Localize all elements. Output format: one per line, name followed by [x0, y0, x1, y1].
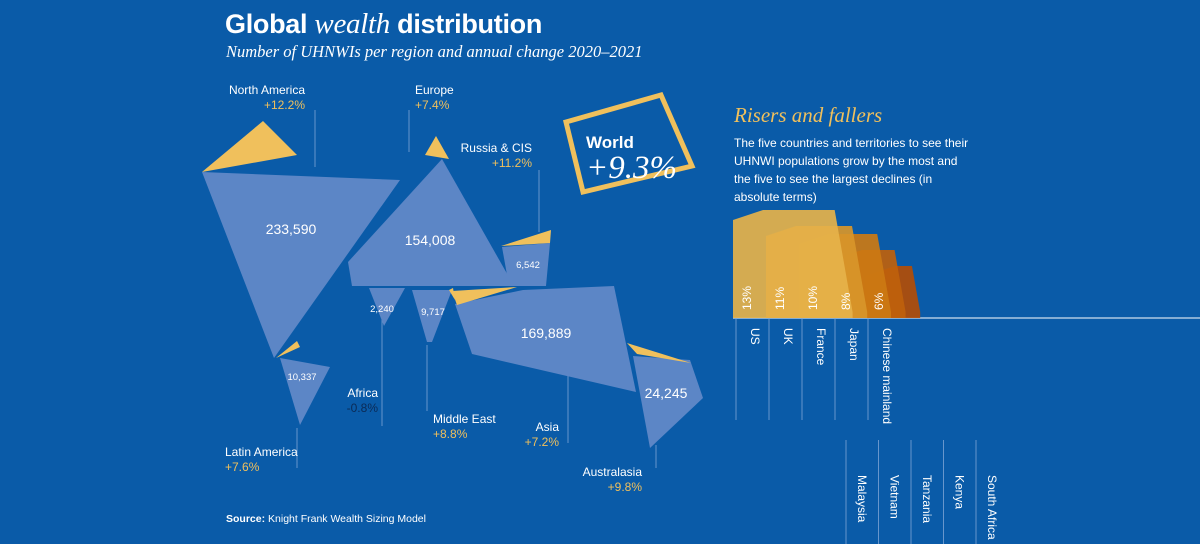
- region-value: 9,717: [421, 307, 445, 318]
- region-change: +11.2%: [492, 156, 532, 170]
- riser-value: 11%: [773, 287, 787, 310]
- change-triangle: [202, 121, 297, 172]
- badge-value: +9.3%: [586, 150, 677, 186]
- region-asia: 169,889 Asia+7.2%: [452, 286, 636, 449]
- region-australasia: 24,245 Australasia+9.8%: [583, 343, 703, 494]
- chart-subtitle: Number of UHNWIs per region and annual c…: [226, 42, 643, 61]
- badge-frame: [563, 91, 696, 196]
- faller-country: South Africa: [985, 475, 999, 540]
- faller-country: Kenya: [953, 475, 967, 509]
- riser-country: France: [814, 328, 828, 366]
- region-value: 24,245: [645, 385, 688, 401]
- risers-chart: 13% US 11% UK 10% France 8% Japan 6% Chinese main…: [733, 210, 1200, 544]
- region-europe: 154,008 Europe+7.4%: [348, 83, 514, 286]
- riser-value: 6%: [872, 292, 886, 310]
- region-shape: [280, 358, 330, 425]
- riser-value: 8%: [839, 292, 853, 310]
- region-africa: 2,240 Africa-0.8%: [347, 288, 405, 426]
- change-triangle: [627, 343, 691, 363]
- change-triangle: [276, 341, 300, 358]
- region-shape: [455, 286, 636, 392]
- region-name: Latin America: [225, 445, 298, 459]
- region-middle-east: 9,717 Middle East+8.8%: [412, 288, 496, 441]
- riser-country: Chinese mainland: [880, 328, 894, 424]
- region-shape: [369, 288, 405, 326]
- source-note: Source: Knight Frank Wealth Sizing Model: [226, 513, 426, 525]
- region-name: Australasia: [583, 465, 643, 479]
- region-change: +9.8%: [608, 480, 643, 494]
- region-name: Africa: [347, 386, 378, 400]
- faller-country: Tanzania: [920, 475, 934, 523]
- region-latin-america: 10,337 Latin America+7.6%: [225, 341, 330, 474]
- region-shape: [348, 159, 514, 286]
- region-change: +7.6%: [225, 460, 260, 474]
- riser-value: 13%: [740, 286, 754, 310]
- change-triangle: [501, 230, 551, 246]
- region-change: +8.8%: [433, 427, 468, 441]
- riser-country: US: [748, 328, 762, 345]
- region-value: 233,590: [266, 221, 317, 237]
- region-value: 6,542: [516, 260, 540, 271]
- change-triangle: [425, 136, 449, 159]
- region-change: +7.4%: [415, 98, 450, 112]
- badge-label: World: [586, 133, 634, 152]
- chart-title: Global wealth distribution: [225, 8, 543, 40]
- region-value: 2,240: [370, 304, 394, 315]
- region-change: +12.2%: [264, 98, 305, 112]
- region-value: 10,337: [287, 372, 316, 383]
- riser-country: UK: [781, 328, 795, 345]
- region-north-america: 233,590 North America+12.2%: [202, 83, 400, 358]
- region-value: 154,008: [405, 232, 456, 248]
- risers-title: Risers and fallers: [734, 103, 883, 127]
- region-name: Europe: [415, 83, 454, 97]
- world-badge: World+9.3%: [563, 91, 696, 196]
- region-name: Russia & CIS: [461, 141, 532, 155]
- region-value: 169,889: [521, 325, 572, 341]
- region-shape: [202, 172, 400, 358]
- region-change: +7.2%: [525, 435, 560, 449]
- region-shape: [633, 356, 703, 448]
- region-change: -0.8%: [347, 401, 379, 415]
- riser-country: Japan: [847, 328, 861, 361]
- region-name: North America: [229, 83, 305, 97]
- faller-country: Vietnam: [888, 475, 902, 519]
- region-shape: [412, 290, 452, 342]
- region-name: Middle East: [433, 412, 496, 426]
- riser-value: 10%: [806, 286, 820, 310]
- riser-shape: [733, 210, 853, 318]
- region-russia-cis: 6,542 Russia & CIS+11.2%: [461, 141, 551, 286]
- faller-country: Malaysia: [855, 475, 869, 523]
- risers-description: The five countries and territories to se…: [734, 136, 969, 204]
- region-name: Asia: [536, 420, 560, 434]
- change-triangle: [452, 287, 517, 305]
- region-shape: [502, 243, 550, 286]
